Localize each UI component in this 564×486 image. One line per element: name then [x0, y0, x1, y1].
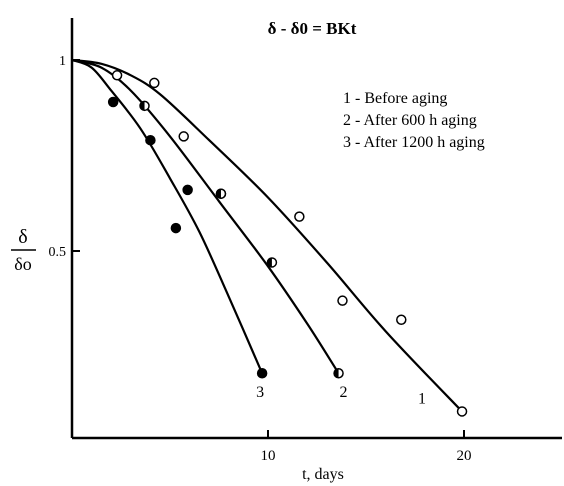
y-tick-label-1: 1	[59, 54, 66, 69]
series-curves	[71, 58, 463, 413]
data-point-series-1-1	[149, 77, 160, 89]
data-point-series-3-1	[145, 134, 156, 146]
x-tick-label-0: 10	[261, 448, 276, 464]
data-point-series-1-5	[337, 295, 348, 306]
data-point-series-1-0	[111, 70, 123, 81]
legend-entry-3: 3 - After 1200 h aging	[343, 134, 485, 151]
curve-2	[71, 58, 340, 374]
data-point-series-3-0	[107, 96, 119, 108]
legend: 1 - Before aging 2 - After 600 h aging 3 -…	[343, 90, 485, 151]
curve-label-2: 2	[340, 384, 348, 401]
data-point-series-2-1	[215, 188, 227, 199]
data-point-series-1-6	[396, 314, 407, 326]
curve-3	[71, 58, 264, 374]
data-point-series-3-3	[170, 222, 182, 234]
y-tick-label-0: 0.5	[49, 245, 67, 260]
y-axis-label: δ δo	[11, 226, 36, 274]
legend-entry-2: 2 - After 600 h aging	[343, 112, 477, 129]
axes	[70, 18, 562, 440]
y-axis-label-denominator: δo	[14, 254, 31, 274]
data-point-series-1-7	[456, 406, 468, 417]
equation-label: δ - δ0 = BKt	[268, 19, 357, 38]
y-axis-label-numerator: δ	[18, 226, 27, 248]
x-tick-label-1: 20	[457, 448, 472, 464]
data-point-series-1-2	[178, 131, 189, 142]
legend-entry-1: 1 - Before aging	[343, 90, 447, 107]
data-point-series-1-4	[294, 211, 305, 222]
data-point-series-2-0	[139, 100, 150, 112]
curve-1	[71, 58, 463, 413]
data-point-series-3-4	[256, 367, 268, 379]
x-axis-label: t, days	[302, 466, 344, 483]
curve-label-1: 1	[418, 390, 426, 407]
curve-label-3: 3	[256, 384, 264, 401]
data-point-series-2-3	[333, 367, 344, 379]
data-point-series-3-2	[182, 184, 193, 196]
data-point-series-2-2	[266, 257, 278, 268]
series-markers: 1 2 3	[107, 70, 468, 417]
